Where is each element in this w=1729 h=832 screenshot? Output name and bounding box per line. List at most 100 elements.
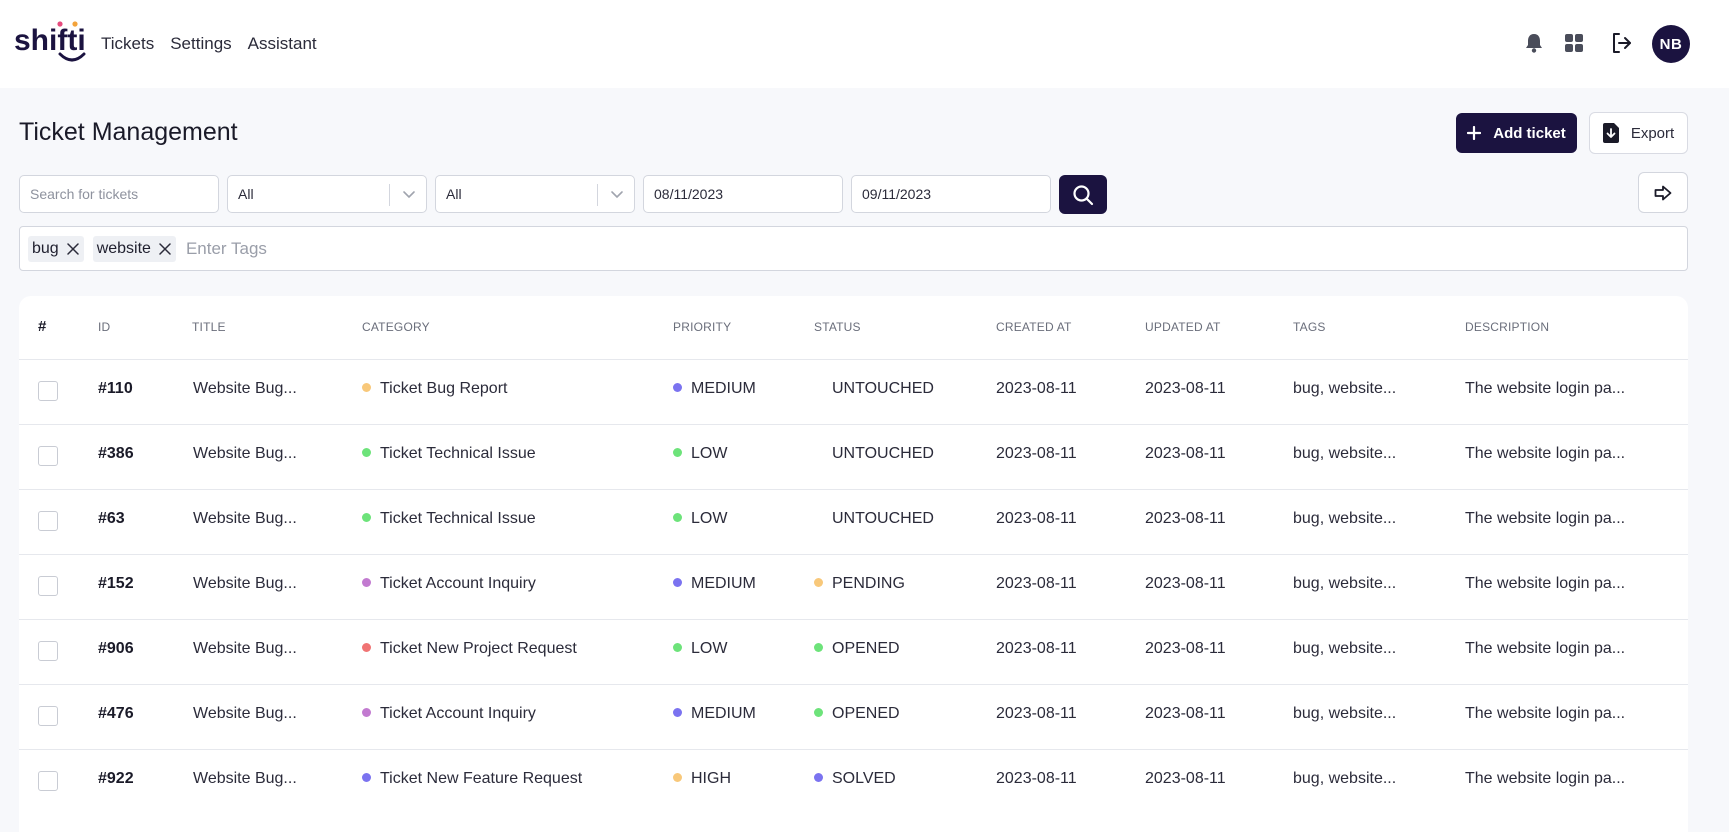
category-select-value: All [238, 186, 254, 202]
ticket-id: #152 [98, 575, 134, 592]
ticket-updated-at: 2023-08-11 [1145, 575, 1226, 592]
table-row[interactable]: #922 Website Bug... Ticket New Feature Req… [19, 749, 1688, 814]
apps-grid-icon[interactable] [1561, 30, 1587, 56]
status-dot [673, 578, 682, 587]
ticket-priority: MEDIUM [673, 705, 756, 723]
column-header-status[interactable]: STATUS [814, 320, 861, 334]
ticket-created-at: 2023-08-11 [996, 640, 1077, 657]
date-to-input[interactable]: 09/11/2023 [851, 175, 1051, 213]
user-avatar[interactable]: NB [1652, 25, 1690, 63]
ticket-status: SOLVED [814, 770, 896, 788]
column-header-updated-at[interactable]: UPDATED AT [1145, 320, 1221, 334]
status-select-value: All [446, 186, 462, 202]
add-ticket-label: Add ticket [1493, 124, 1566, 142]
ticket-tags: bug, website... [1293, 510, 1397, 527]
ticket-updated-at: 2023-08-11 [1145, 510, 1226, 527]
nav-settings[interactable]: Settings [170, 34, 232, 53]
select-divider [389, 184, 390, 206]
ticket-updated-at: 2023-08-11 [1145, 445, 1226, 462]
row-checkbox[interactable] [38, 576, 58, 596]
column-header-id[interactable]: ID [98, 320, 111, 334]
status-dot [673, 773, 682, 782]
chevron-down-icon[interactable] [610, 187, 624, 201]
export-label: Export [1630, 124, 1675, 142]
add-ticket-button[interactable]: Add ticket [1456, 113, 1577, 153]
ticket-description: The website login pa... [1465, 705, 1626, 722]
shifti-logo[interactable]: shifti [14, 20, 88, 66]
ticket-category: Ticket Account Inquiry [362, 575, 536, 593]
row-checkbox[interactable] [38, 706, 58, 726]
ticket-category-label: Ticket Account Inquiry [380, 575, 536, 592]
download-file-icon [1602, 123, 1619, 143]
search-button[interactable] [1059, 175, 1107, 214]
bell-icon[interactable] [1521, 30, 1547, 56]
export-button[interactable]: Export [1589, 112, 1688, 154]
ticket-status-label: SOLVED [832, 770, 896, 787]
column-header-created-at[interactable]: CREATED AT [996, 320, 1072, 334]
status-dot [814, 448, 823, 457]
category-select[interactable]: All [227, 175, 427, 213]
status-dot [362, 773, 371, 782]
search-icon [1073, 184, 1094, 205]
status-dot [673, 708, 682, 717]
forward-button[interactable] [1638, 172, 1688, 213]
ticket-updated-at: 2023-08-11 [1145, 770, 1226, 787]
table-row[interactable]: #386 Website Bug... Ticket Technical Issue… [19, 424, 1688, 489]
chevron-down-icon[interactable] [402, 187, 416, 201]
ticket-status-label: OPENED [832, 705, 900, 722]
row-checkbox[interactable] [38, 381, 58, 401]
search-input[interactable]: Search for tickets [19, 175, 219, 213]
logout-icon[interactable] [1609, 30, 1635, 56]
status-dot [673, 513, 682, 522]
ticket-description: The website login pa... [1465, 380, 1626, 397]
ticket-status: OPENED [814, 705, 900, 723]
ticket-priority-label: LOW [691, 445, 728, 462]
column-header-tags[interactable]: TAGS [1293, 320, 1326, 334]
nav-tickets[interactable]: Tickets [101, 34, 155, 53]
ticket-priority-label: LOW [691, 640, 728, 657]
ticket-priority-label: HIGH [691, 770, 731, 787]
ticket-status-label: UNTOUCHED [832, 380, 934, 397]
top-navbar: shifti Tickets Settings Assistant NB [0, 0, 1729, 88]
table-row[interactable]: #63 Website Bug... Ticket Technical Issue L… [19, 489, 1688, 554]
ticket-priority: MEDIUM [673, 575, 756, 593]
status-dot [673, 448, 682, 457]
ticket-created-at: 2023-08-11 [996, 770, 1077, 787]
column-header-priority[interactable]: PRIORITY [673, 320, 732, 334]
close-icon[interactable] [66, 242, 79, 255]
row-checkbox[interactable] [38, 641, 58, 661]
status-dot [362, 448, 371, 457]
tag-chip-label: website [96, 239, 151, 257]
table-row[interactable]: #906 Website Bug... Ticket New Project Req… [19, 619, 1688, 684]
column-header-category[interactable]: CATEGORY [362, 320, 430, 334]
table-row[interactable]: #110 Website Bug... Ticket Bug Report MEDIU… [19, 359, 1688, 424]
table-row[interactable]: #476 Website Bug... Ticket Account Inquiry… [19, 684, 1688, 749]
ticket-title: Website Bug... [193, 445, 297, 462]
status-dot [814, 383, 823, 392]
ticket-description: The website login pa... [1465, 770, 1626, 787]
date-from-value: 08/11/2023 [654, 186, 724, 202]
ticket-description: The website login pa... [1465, 510, 1626, 527]
table-row[interactable]: #152 Website Bug... Ticket Account Inquiry… [19, 554, 1688, 619]
tags-placeholder[interactable]: Enter Tags [185, 238, 267, 258]
status-dot [362, 513, 371, 522]
close-icon[interactable] [159, 242, 171, 255]
row-checkbox[interactable] [38, 511, 58, 531]
status-select[interactable]: All [435, 175, 635, 213]
column-header-description[interactable]: DESCRIPTION [1465, 320, 1550, 334]
ticket-created-at: 2023-08-11 [996, 705, 1077, 722]
ticket-status-label: PENDING [832, 575, 905, 592]
ticket-id: #906 [98, 640, 134, 657]
row-checkbox[interactable] [38, 446, 58, 466]
status-dot [814, 513, 823, 522]
row-checkbox[interactable] [38, 771, 58, 791]
ticket-category: Ticket New Project Request [362, 640, 577, 658]
column-header-title[interactable]: TITLE [192, 320, 226, 334]
date-from-input[interactable]: 08/11/2023 [643, 175, 843, 213]
ticket-category: Ticket Technical Issue [362, 445, 536, 463]
ticket-priority: MEDIUM [673, 380, 756, 398]
tag-chip: website [92, 235, 176, 262]
nav-assistant[interactable]: Assistant [247, 34, 317, 53]
tags-input-box[interactable]: bug website Enter Tags [19, 226, 1688, 271]
ticket-id: #922 [98, 770, 134, 787]
